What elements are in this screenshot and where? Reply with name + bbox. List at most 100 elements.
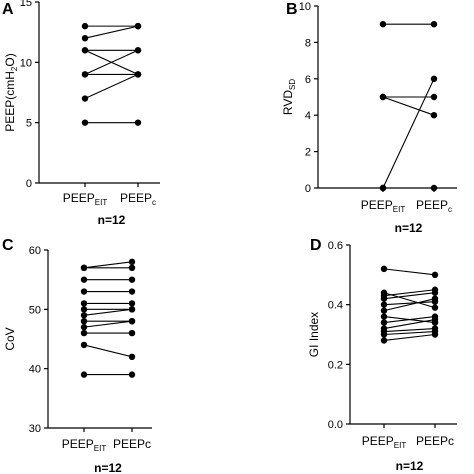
panel-a-point-eit [81,95,89,102]
panel-d-letter: D [310,237,322,254]
panel-d-pair-line [383,333,436,342]
panel-d-y-axis-label: GI Index [307,312,321,357]
panel-c-point-c [128,371,136,378]
panel-c-point-c [128,306,136,313]
panel-b-point-eit [379,21,387,28]
panel-c-pair-line [83,320,133,328]
panel-b-category-label: PEEPEIT [361,198,406,214]
panel-d-point-c [431,304,439,311]
panel-d-point-eit [380,313,388,320]
panel-c-point-eit [80,276,88,283]
panel-a-pair-line [84,25,139,39]
panel-b-point-c [430,93,438,101]
panel-d-y-tick-label: 0.4 [328,300,343,312]
panel-c-point-c [128,329,136,337]
panel-d-point-eit [380,325,388,332]
panel-b-y-tick-label: 2 [305,147,311,159]
panel-c-y-axis-label: CoV [3,327,17,350]
panel-d-point-c [431,319,439,326]
panel-d-n-label: n=12 [396,459,424,473]
panel-d-pair-line [383,319,436,330]
panel-c-n-label: n=12 [94,461,122,474]
panel-a-point-c [134,119,142,126]
panel-c-point-c [128,264,136,271]
panel-a-category-label: PEEPEIT [63,191,108,207]
panel-a-point-c [134,71,142,78]
panel-c-point-eit [80,264,88,271]
panel-c-pair-line [83,308,133,316]
panel-c-point-eit [80,288,88,295]
panel-d-point-eit [380,265,388,273]
panel-c-point-eit [80,323,88,331]
panel-d-category-label: PEEPEIT [362,434,407,450]
panel-b-y-tick-label: 10 [299,1,311,13]
panel-d-point-eit [380,337,388,344]
panel-b-n-label: n=12 [395,221,423,235]
panel-a-point-eit [81,35,89,42]
panel-a-point-eit [81,47,89,54]
panel-c-y-tick-label: 60 [29,245,41,257]
panel-d-point-eit [380,319,388,326]
panel-c-point-eit [80,306,88,313]
panel-a-y-tick-label: 15 [20,0,32,9]
panel-b-y-axis-label: RVDSD [281,79,297,115]
panel-c-letter: C [2,237,14,254]
panel-d-point-c [431,286,439,293]
panel-b-point-eit [379,184,387,192]
panel-c-point-c [128,318,136,325]
panel-a-point-c [134,47,142,54]
panel-a-y-tick-label: 10 [20,57,32,69]
panel-b-category-label: PEEPc [416,198,452,214]
panel-c-y-tick-label: 50 [29,304,41,316]
panel-a-n-label: n=12 [98,213,126,227]
panel-a-y-axis-label: PEEP(cmH2O) [3,53,19,131]
panel-c-point-eit [80,341,88,349]
panel-d-point-c [431,325,439,332]
panel-d-pair-line [383,330,436,336]
panel-d-point-eit [380,289,388,296]
panel-c-category-label: PEEPEIT [62,437,107,453]
panel-c-pair-line [83,261,133,269]
panel-a-point-eit [81,71,89,78]
panel-c-point-eit [80,300,88,307]
panel-b-y-tick-label: 0 [305,183,311,195]
panel-d-pair-line [383,292,436,309]
panel-c-y-tick-label: 30 [29,423,41,435]
panel-a-point-eit [81,22,89,30]
panel-c-point-eit [80,371,88,378]
panel-c-category-label: PEEPc [113,437,151,451]
panel-b-letter: B [286,1,298,18]
panel-b-point-c [430,184,438,192]
panel-d-y-tick-label: 0.6 [328,240,343,252]
panel-c-pair-line [83,344,133,358]
panel-d-pair-line [383,301,436,306]
panel-d-point-c [431,271,439,279]
panel-b-pair-line [382,78,435,189]
panel-d-pair-line [383,292,436,300]
panel-b-point-c [430,75,438,83]
panel-c-point-c [128,353,136,360]
panel-a-y-tick-label: 0 [26,178,32,190]
panel-d-point-eit [380,307,388,314]
panel-c-point-eit [80,329,88,337]
panel-d-category-label: PEEPc [416,434,454,448]
panel-c-point-c [128,276,136,283]
panel-a-pair-line [84,73,139,100]
panel-d-pair-line [383,268,436,276]
panel-b-point-c [430,112,438,119]
panel-b-y-tick-label: 8 [305,37,311,49]
panel-b-y-tick-label: 6 [305,74,311,86]
panel-d-point-c [431,298,439,305]
panel-a-point-c [134,22,142,30]
panel-b-point-eit [379,93,387,101]
panel-c-point-eit [80,318,88,325]
panel-d-pair-line [383,327,436,333]
panel-d-point-eit [380,301,388,308]
panel-a-y-tick-label: 5 [26,118,32,130]
panel-b-y-tick-label: 4 [305,110,311,122]
panel-c-point-eit [80,312,88,319]
panel-d-pair-line [383,298,436,312]
panel-a-category-label: PEEPc [120,191,156,207]
panel-a-point-eit [81,119,89,126]
panel-d-pair-line [383,316,436,324]
